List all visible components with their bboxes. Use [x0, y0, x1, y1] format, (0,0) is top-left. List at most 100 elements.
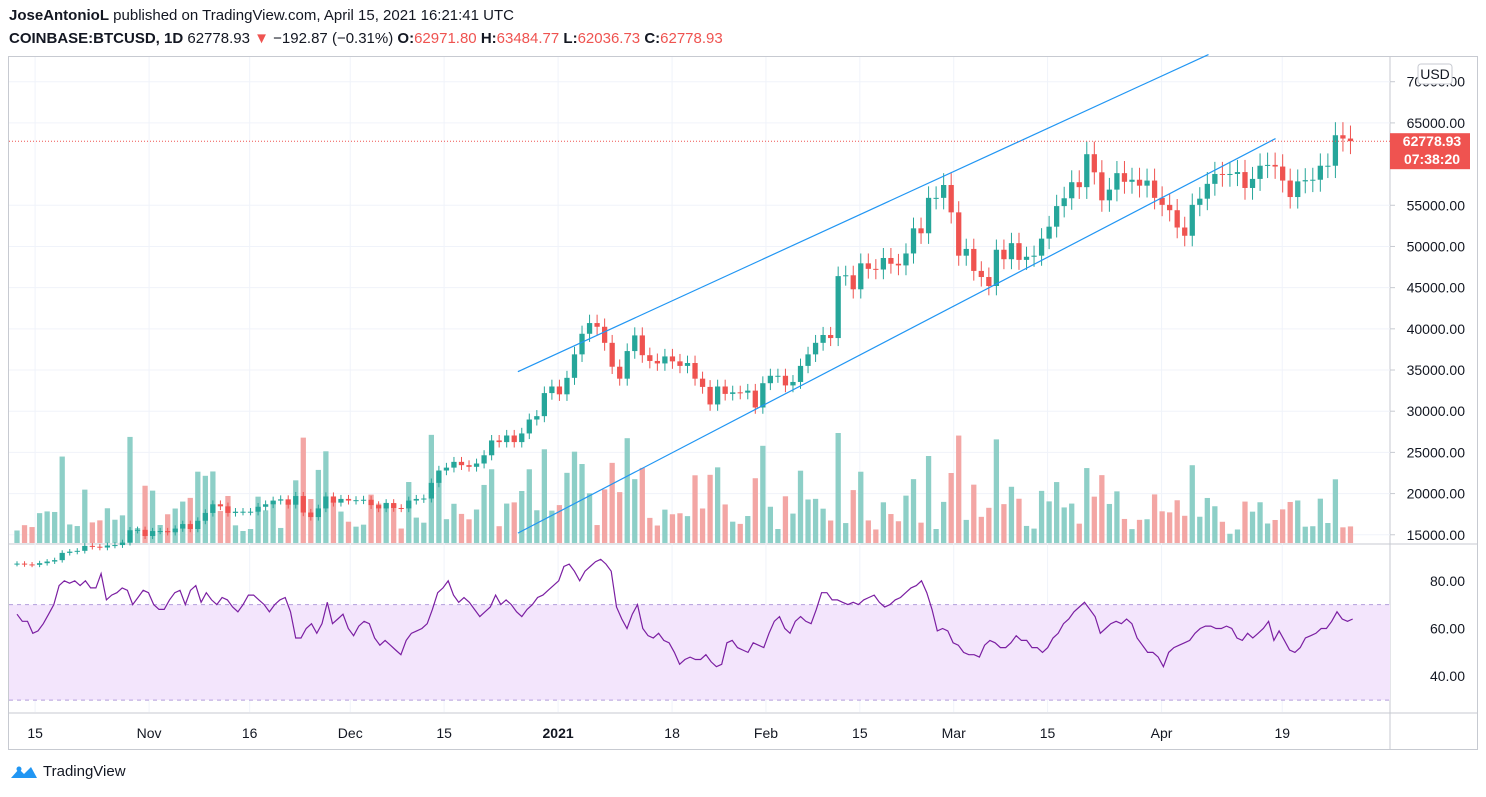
time-tick-label: Nov — [137, 725, 162, 741]
candle-body — [345, 498, 352, 501]
volume-bar — [134, 528, 141, 543]
candle-body — [1008, 243, 1015, 260]
price-tick-label: 40000.00 — [1407, 321, 1466, 337]
price-tick-label: 15000.00 — [1407, 527, 1466, 543]
candle-body — [1204, 183, 1210, 199]
change-down-icon: ▼ — [254, 30, 269, 47]
volume-bar — [986, 507, 992, 543]
price-tick-label: 45000.00 — [1407, 280, 1466, 296]
candle-body — [195, 520, 201, 529]
candles — [14, 122, 1354, 568]
candle-body — [624, 351, 630, 379]
volume-bar — [14, 530, 20, 543]
volume-bar — [730, 521, 736, 543]
candle-body — [564, 377, 570, 395]
candle-body — [1295, 181, 1301, 198]
time-tick-label: 16 — [242, 725, 258, 741]
volume-bar — [571, 451, 578, 543]
volume-bar — [797, 470, 804, 543]
candle-body — [1069, 182, 1075, 199]
trend-channel — [517, 53, 1276, 534]
candle-body — [97, 546, 103, 548]
rsi-tick-label: 80.00 — [1430, 573, 1465, 589]
volume-bar — [473, 509, 480, 543]
volume-bar — [89, 522, 95, 543]
candle-body — [14, 563, 20, 565]
candle-body — [1054, 206, 1060, 227]
candle-body — [579, 333, 585, 355]
price-tick-label: 30000.00 — [1407, 403, 1466, 419]
volume-bar — [1332, 479, 1339, 543]
volume-bar — [1325, 523, 1331, 543]
volume-bar — [330, 500, 337, 543]
candle-body — [262, 504, 269, 507]
volume-bar — [413, 517, 419, 543]
candle-body — [1197, 198, 1203, 205]
candle-body — [21, 563, 28, 565]
volume-bar — [1076, 523, 1082, 543]
volume-bar — [948, 472, 954, 543]
volume-bar — [1340, 527, 1346, 543]
volume-bar — [692, 475, 698, 543]
candle-body — [1076, 182, 1082, 188]
price-badge-countdown: 07:38:20 — [1404, 151, 1460, 167]
candle-body — [119, 542, 126, 546]
candle-body — [391, 503, 397, 508]
candle-body — [767, 375, 774, 384]
volume-bar — [278, 527, 284, 543]
candle-body — [67, 551, 73, 553]
candle-body — [594, 323, 600, 327]
volume-bar — [338, 511, 344, 543]
candle-body — [1189, 204, 1195, 236]
candle-body — [1023, 256, 1030, 260]
candle-body — [1084, 154, 1090, 188]
candle-body — [278, 499, 284, 501]
candle-body — [865, 263, 871, 269]
candle-body — [466, 465, 472, 467]
candle-body — [1347, 138, 1354, 142]
candle-body — [1121, 173, 1128, 182]
candle-body — [910, 228, 917, 254]
volume-bar — [526, 469, 532, 543]
volume-bar — [308, 499, 314, 543]
volume-bar — [511, 502, 517, 543]
candle-body — [1182, 227, 1188, 236]
candle-body — [368, 499, 374, 506]
volume-bar — [956, 435, 962, 543]
candle-body — [609, 342, 615, 367]
candle-body — [293, 496, 299, 505]
volume-bar — [669, 514, 676, 543]
candle-body — [285, 499, 291, 505]
volume-bar — [654, 525, 661, 543]
rsi-line — [16, 558, 1353, 669]
time-tick-label: Dec — [338, 725, 363, 741]
price-tick-label: 35000.00 — [1407, 362, 1466, 378]
candle-body — [918, 228, 924, 234]
footer-brand[interactable]: TradingView — [43, 763, 126, 780]
candle-body — [496, 440, 502, 443]
volume-bar — [1016, 498, 1022, 543]
rsi-axis: 80.00 60.00 40.00 — [1430, 573, 1465, 684]
candle-body — [752, 390, 758, 408]
currency-badge[interactable]: USD — [1417, 63, 1453, 85]
candle-body — [775, 375, 781, 377]
candle-body — [323, 496, 329, 509]
candle-body — [1099, 172, 1105, 201]
volume-bar — [1197, 516, 1203, 543]
author-name[interactable]: JoseAntonioL — [9, 7, 109, 24]
tradingview-logo-icon[interactable] — [9, 764, 39, 780]
candle-body — [1264, 164, 1271, 166]
time-tick-label: 15 — [27, 725, 43, 741]
volume-bar — [59, 456, 65, 543]
volume-bar — [1182, 515, 1188, 543]
candle-body — [941, 185, 947, 198]
volume-bar — [119, 515, 126, 543]
candle-body — [353, 500, 359, 502]
volume-bar — [1144, 519, 1150, 543]
candle-body — [541, 393, 547, 417]
candle-body — [458, 461, 465, 466]
candle-body — [406, 500, 412, 509]
candle-body — [1332, 135, 1339, 166]
volume-bar — [880, 502, 887, 543]
